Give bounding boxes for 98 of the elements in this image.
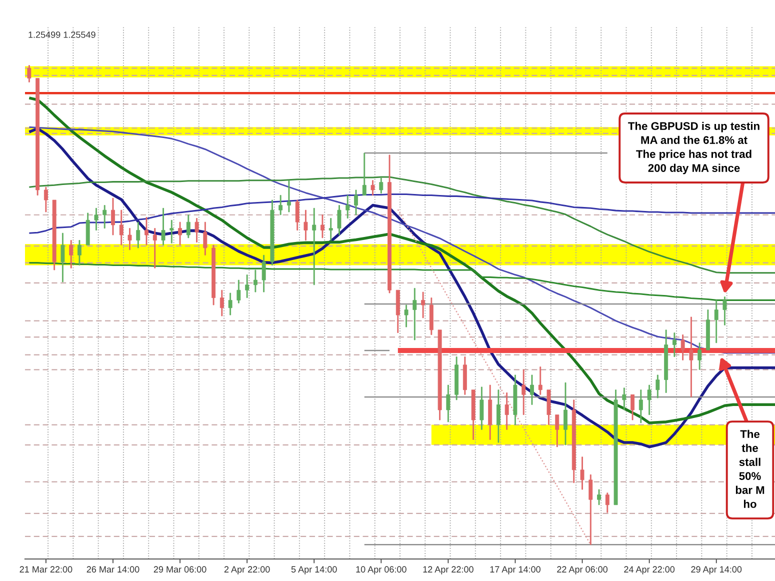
candlestick: [111, 198, 115, 236]
candlestick: [119, 210, 124, 246]
candlestick: [404, 304, 408, 328]
candlestick: [362, 152, 366, 196]
candlestick: [379, 178, 384, 194]
x-tick-label: 5 Apr 14:00: [291, 566, 337, 574]
candlestick: [60, 232, 65, 282]
candlestick: [656, 374, 660, 398]
candlestick: [312, 208, 316, 286]
candlestick: [680, 334, 685, 360]
candlestick: [471, 390, 476, 440]
text: 1.25499 1.25549: [28, 31, 96, 38]
annotation: The the stall 50% bar M ho: [736, 430, 764, 508]
candlestick: [555, 414, 560, 448]
x-tick-label: 29 Apr 14:00: [691, 566, 742, 574]
candlestick: [86, 212, 90, 246]
candlestick: [144, 217, 148, 246]
candlestick: [564, 382, 568, 446]
candlestick: [488, 384, 492, 440]
candlestick: [722, 296, 727, 326]
candlestick: [52, 200, 56, 270]
candlestick: [161, 208, 166, 246]
x-tick-label: 26 Mar 14:00: [86, 566, 140, 573]
candlestick: [622, 388, 626, 410]
candlestick: [370, 180, 375, 196]
candlestick: [647, 384, 652, 415]
candlestick: [253, 270, 258, 292]
candlestick: [438, 330, 442, 420]
candlestick: [270, 200, 274, 266]
x-tick-label: 2 Apr 22:00: [224, 566, 270, 574]
candlestick: [638, 390, 643, 424]
candlestick: [320, 214, 324, 238]
candlestick: [102, 205, 107, 229]
candlestick: [496, 390, 500, 443]
candlestick: [94, 208, 98, 230]
candlestick: [295, 200, 300, 230]
candlestick: [262, 254, 266, 292]
annotation: The GBPUSD is up testin MA and the 61.8% at The price has not trad 200 day MA since: [628, 122, 760, 174]
candlestick: [588, 474, 593, 545]
candlestick: [546, 390, 551, 426]
candlestick: [304, 210, 308, 240]
x-tick-label: 12 Apr 22:00: [423, 566, 474, 574]
candlestick: [538, 366, 542, 395]
candlestick: [278, 195, 283, 216]
candlestick: [203, 222, 208, 256]
candlestick: [228, 292, 232, 316]
candlestick: [429, 298, 434, 335]
candlestick: [412, 288, 417, 340]
candlestick: [69, 240, 74, 268]
candlestick: [630, 394, 635, 420]
x-tick-label: 29 Mar 06:00: [154, 566, 206, 573]
candlestick: [454, 356, 459, 400]
candlestick: [36, 78, 40, 196]
candlestick: [354, 190, 358, 216]
candlestick: [44, 186, 48, 212]
candlestick: [396, 290, 400, 333]
candlestick: [194, 218, 199, 242]
x-tick-label: 17 Apr 14:00: [490, 566, 540, 574]
candlestick: [706, 310, 710, 350]
candlestick: [513, 374, 518, 426]
candlestick: [614, 390, 618, 506]
x-tick-label: 10 Apr 06:00: [356, 566, 406, 574]
candlestick: [597, 489, 601, 506]
candlestick: [346, 195, 350, 218]
candlestick: [714, 300, 718, 344]
candlestick: [128, 228, 132, 250]
candlestick: [572, 400, 576, 484]
x-tick-label: 24 Apr 22:00: [624, 566, 675, 574]
candlestick: [664, 330, 668, 393]
x-tick-label: 21 Mar 22:00: [20, 566, 72, 573]
candlestick: [446, 384, 450, 422]
candlestick: [698, 342, 702, 370]
candlestick: [328, 218, 333, 240]
candlestick: [220, 290, 224, 316]
candlestick: [480, 386, 484, 430]
candlestick: [580, 456, 584, 490]
candlestick: [212, 244, 216, 306]
candlestick: [27, 65, 32, 82]
candlestick: [170, 220, 174, 244]
candlestick: [245, 274, 250, 298]
candlestick: [672, 332, 676, 357]
candlestick: [286, 180, 291, 212]
candlestick: [186, 214, 190, 238]
candlestick: [462, 356, 467, 395]
candlestick: [522, 369, 526, 415]
candlestick: [136, 222, 140, 248]
candlestick: [388, 154, 392, 294]
candlestick: [236, 280, 241, 304]
candlestick: [504, 392, 509, 430]
candlestick: [530, 374, 534, 405]
candlestick: [421, 292, 426, 318]
candlestick: [78, 240, 82, 266]
candlestick: [178, 222, 182, 246]
x-tick-label: 22 Apr 06:00: [557, 566, 608, 574]
candlestick: [337, 205, 342, 236]
candlestick: [689, 316, 694, 398]
candlestick: [152, 228, 157, 268]
candlestick: [605, 492, 610, 513]
